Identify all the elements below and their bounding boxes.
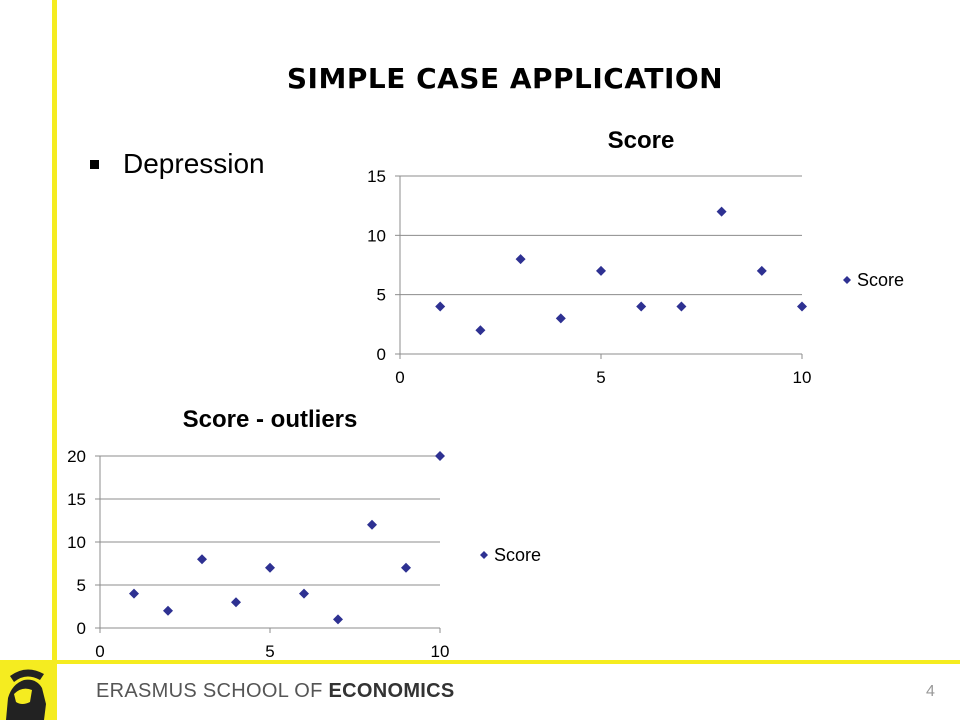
legend-marker [843,276,851,284]
legend-label: Score [494,545,541,565]
y-tick-label: 5 [377,286,386,305]
data-point [555,313,566,324]
y-tick-label: 0 [77,619,86,638]
x-tick-label: 5 [265,642,274,661]
x-tick-label: 5 [596,368,605,387]
score-chart: Score 0 5 10 15 0 5 10 Score [330,118,950,403]
data-point [333,614,343,625]
y-tick-label: 20 [67,447,86,466]
y-tick-label: 10 [367,226,386,245]
data-point [435,301,446,312]
chart-title: Score - outliers [183,406,358,433]
x-tick-label: 10 [431,642,450,661]
data-point [435,451,445,461]
data-point [197,554,207,565]
university-logo [0,664,52,720]
data-point [756,265,767,276]
data-point [367,519,377,530]
data-point [231,597,241,608]
data-point [163,605,173,616]
data-point [797,301,807,312]
slide-title: SIMPLE CASE APPLICATION [286,62,724,95]
y-tick-label: 5 [77,576,86,595]
data-point [475,325,486,336]
legend-marker [480,551,488,559]
footer-brand-bold: ECONOMICS [328,680,455,702]
y-tick-label: 15 [67,490,86,509]
legend-label: Score [857,270,904,290]
bullet-square-icon [90,159,99,169]
accent-vertical-line [52,0,57,720]
page-number: 4 [926,683,935,700]
y-tick-label: 15 [367,167,386,186]
x-tick-label: 0 [395,368,404,387]
chart-title: Score [608,127,675,154]
data-point [596,265,606,276]
footer-brand: ERASMUS SCHOOL OF ECONOMICS [96,680,455,703]
x-tick-label: 0 [95,642,104,661]
data-point [676,301,687,312]
data-point [265,562,275,573]
data-point [401,562,411,573]
x-tick-label: 10 [793,368,812,387]
score-outliers-chart-svg: Score - outliers 0 5 10 15 20 0 5 10 Score [67,406,541,661]
data-point [636,301,647,312]
footer-brand-light: ERASMUS SCHOOL OF [96,680,329,702]
data-point [515,254,526,265]
bullet-item: Depression [90,148,265,180]
accent-horizontal-line [0,660,960,664]
data-point [299,588,309,599]
score-chart-svg: Score 0 5 10 15 0 5 10 Score [367,127,904,387]
y-tick-label: 10 [67,533,86,552]
data-point [129,588,139,599]
data-point [716,206,727,217]
bullet-text: Depression [123,148,265,179]
score-outliers-chart: Score - outliers 0 5 10 15 20 0 5 10 Score [40,400,600,670]
y-tick-label: 0 [377,345,386,364]
